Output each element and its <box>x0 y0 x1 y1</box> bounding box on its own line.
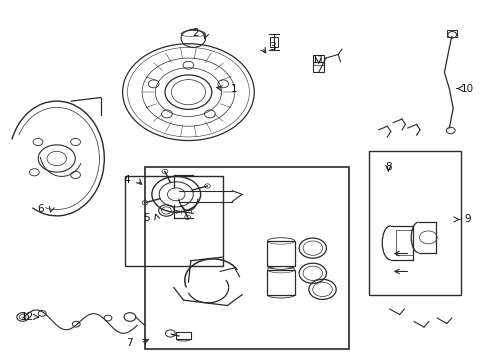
Text: 11: 11 <box>311 55 325 65</box>
Text: 8: 8 <box>384 162 391 172</box>
Bar <box>267 241 294 266</box>
Bar <box>312 55 324 72</box>
Bar <box>269 37 277 47</box>
Bar <box>125 176 222 266</box>
Text: 5: 5 <box>142 213 149 222</box>
Bar <box>395 230 412 255</box>
Text: 2: 2 <box>192 28 199 38</box>
Bar <box>267 270 294 295</box>
Text: 7: 7 <box>126 338 133 348</box>
Bar <box>368 151 461 295</box>
Text: 12: 12 <box>21 312 34 322</box>
Bar <box>447 30 456 37</box>
Text: 1: 1 <box>230 84 237 94</box>
Text: 10: 10 <box>460 84 473 94</box>
Bar <box>176 332 190 339</box>
Text: 9: 9 <box>464 215 470 224</box>
Text: 6: 6 <box>37 204 44 214</box>
Text: 4: 4 <box>123 175 129 185</box>
Bar <box>144 167 348 348</box>
Text: 3: 3 <box>269 42 276 52</box>
